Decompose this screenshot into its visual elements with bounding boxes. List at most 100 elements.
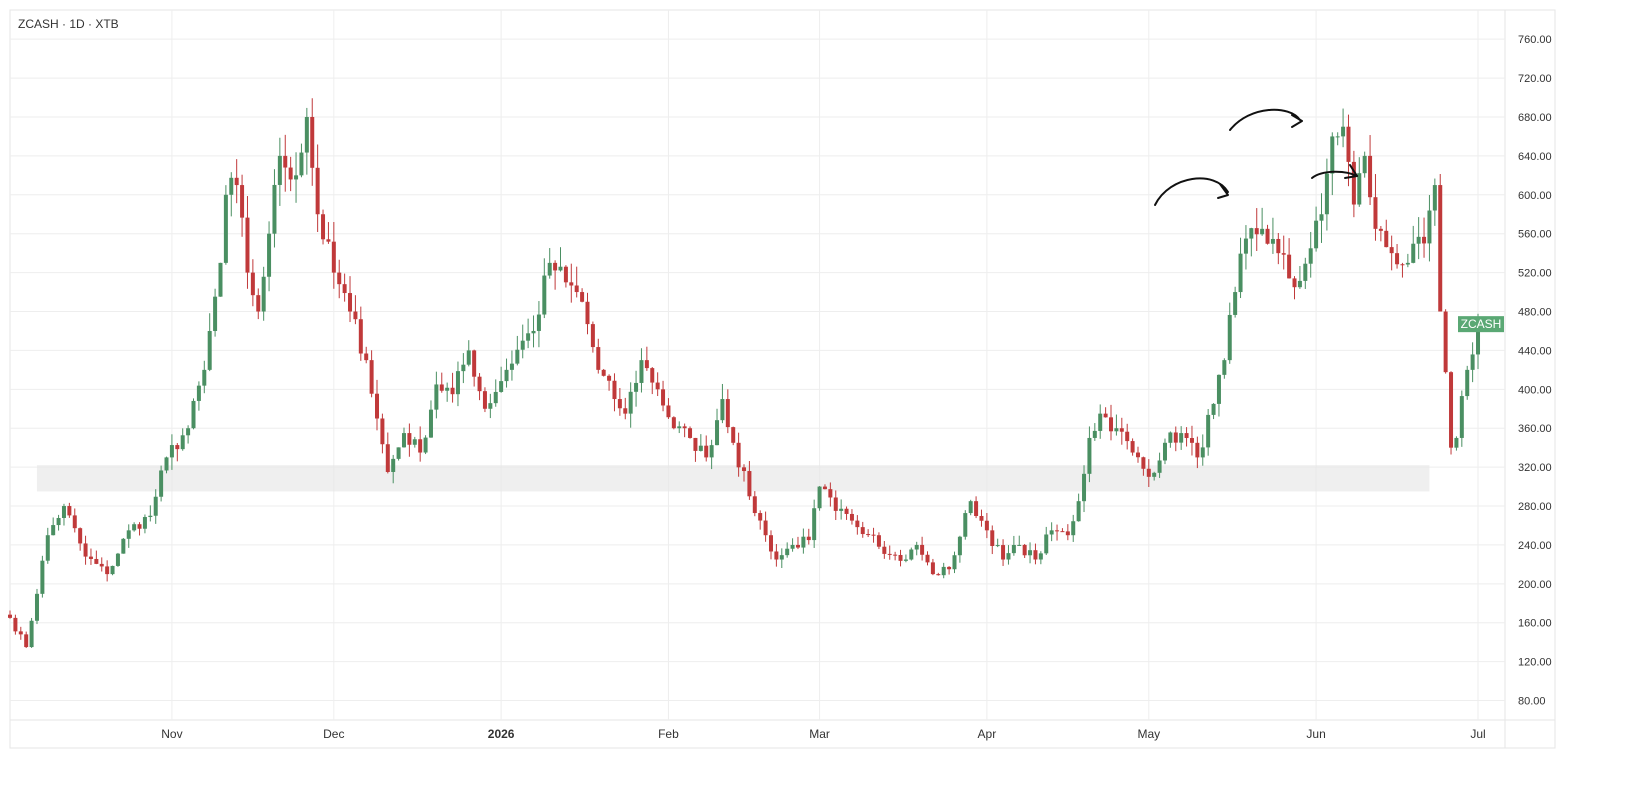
candle-up bbox=[817, 486, 822, 509]
y-tick-label: 480.00 bbox=[1518, 307, 1552, 319]
candle-down bbox=[650, 368, 655, 383]
annotation-arc bbox=[1154, 177, 1229, 206]
candle-up bbox=[1362, 155, 1367, 174]
candle-down bbox=[1109, 417, 1114, 432]
candle-up bbox=[1260, 228, 1265, 235]
x-tick-label: Feb bbox=[658, 727, 679, 741]
candle-down bbox=[13, 617, 18, 632]
candle-up bbox=[1324, 173, 1329, 215]
candle-down bbox=[704, 445, 709, 458]
y-tick-label: 280.00 bbox=[1518, 501, 1552, 513]
y-tick-label: 160.00 bbox=[1518, 618, 1552, 630]
candle-up bbox=[186, 428, 191, 436]
candle-down bbox=[855, 520, 860, 528]
candle-down bbox=[1443, 311, 1448, 373]
candle-down bbox=[736, 442, 741, 468]
candle-down bbox=[849, 513, 854, 521]
candle-up bbox=[1341, 126, 1346, 137]
candle-down bbox=[1368, 155, 1373, 198]
candle-down bbox=[774, 551, 779, 560]
candle-down bbox=[1346, 126, 1351, 162]
candle-down bbox=[331, 241, 336, 273]
candle-down bbox=[342, 284, 347, 294]
candle-up bbox=[56, 517, 61, 526]
candle-down bbox=[898, 554, 903, 561]
candle-down bbox=[353, 311, 358, 320]
candle-down bbox=[833, 497, 838, 511]
candle-down bbox=[617, 399, 622, 409]
candle-down bbox=[1276, 238, 1281, 254]
candle-down bbox=[1265, 228, 1270, 244]
candle-down bbox=[99, 563, 104, 567]
candle-down bbox=[585, 301, 590, 325]
candle-down bbox=[1189, 438, 1194, 443]
candle-down bbox=[321, 214, 326, 240]
candle-up bbox=[218, 262, 223, 297]
candle-up bbox=[1416, 236, 1421, 244]
candle-up bbox=[914, 544, 919, 550]
x-tick-label: Nov bbox=[161, 727, 182, 741]
candle-up bbox=[1222, 360, 1227, 375]
candle-down bbox=[472, 350, 477, 377]
candle-down bbox=[240, 185, 245, 218]
candle-down bbox=[1141, 457, 1146, 469]
price-tag-label: ZCASH bbox=[1461, 317, 1502, 331]
candle-up bbox=[1270, 238, 1275, 244]
candle-up bbox=[180, 435, 185, 450]
y-tick-label: 200.00 bbox=[1518, 579, 1552, 591]
candle-up bbox=[1168, 432, 1173, 443]
candle-up bbox=[396, 447, 401, 459]
candle-up bbox=[169, 445, 174, 458]
candle-up bbox=[267, 233, 272, 277]
candle-up bbox=[1249, 228, 1254, 239]
y-tick-label: 720.00 bbox=[1518, 73, 1552, 85]
candle-up bbox=[1319, 214, 1324, 221]
price-tag-box bbox=[1458, 316, 1504, 333]
candle-up bbox=[196, 385, 201, 401]
candle-up bbox=[445, 387, 450, 391]
candle-up bbox=[412, 439, 417, 445]
candle-down bbox=[1384, 230, 1389, 248]
chart-title: ZCASH · 1D · XTB bbox=[18, 17, 119, 31]
candle-down bbox=[795, 544, 800, 548]
candle-down bbox=[806, 536, 811, 541]
y-tick-label: 400.00 bbox=[1518, 384, 1552, 396]
candle-down bbox=[596, 347, 601, 370]
candle-down bbox=[380, 418, 385, 445]
candle-down bbox=[768, 535, 773, 552]
candle-down bbox=[623, 408, 628, 414]
candle-up bbox=[1238, 253, 1243, 293]
candle-down bbox=[725, 399, 730, 428]
candle-up bbox=[941, 566, 946, 576]
y-tick-label: 320.00 bbox=[1518, 462, 1552, 474]
y-tick-label: 80.00 bbox=[1518, 696, 1546, 708]
candle-down bbox=[990, 530, 995, 546]
candle-up bbox=[51, 525, 56, 536]
y-tick-label: 440.00 bbox=[1518, 345, 1552, 357]
candle-up bbox=[45, 535, 50, 561]
candle-up bbox=[709, 445, 714, 458]
candle-down bbox=[866, 534, 871, 536]
support-zone bbox=[36, 465, 1430, 492]
candle-up bbox=[488, 403, 493, 409]
candle-up bbox=[531, 330, 536, 334]
candle-down bbox=[283, 155, 288, 168]
candle-down bbox=[175, 445, 180, 450]
candle-up bbox=[229, 177, 234, 195]
candle-up bbox=[401, 433, 406, 448]
candle-down bbox=[731, 427, 736, 443]
candle-up bbox=[115, 553, 120, 566]
candle-up bbox=[1092, 430, 1097, 438]
candle-down bbox=[1125, 431, 1130, 442]
candle-down bbox=[1351, 161, 1356, 205]
candle-up bbox=[1227, 314, 1232, 361]
candle-down bbox=[24, 634, 29, 648]
candle-down bbox=[1438, 185, 1443, 312]
candle-up bbox=[558, 266, 563, 271]
candle-down bbox=[67, 506, 72, 516]
candle-down bbox=[742, 467, 747, 472]
candle-down bbox=[1065, 531, 1070, 536]
candle-down bbox=[1022, 544, 1027, 556]
